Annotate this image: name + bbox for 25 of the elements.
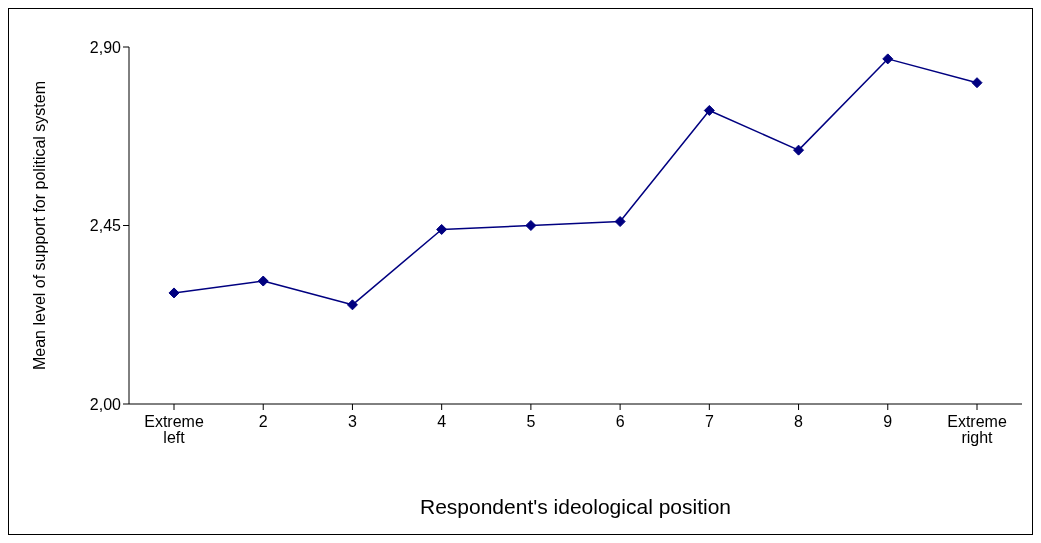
y-tick-label: 2,00 — [89, 395, 122, 413]
x-tick-label: 8 — [794, 413, 804, 431]
x-tick-label: Extreme left — [144, 413, 204, 447]
point — [793, 144, 805, 156]
y-tick-label: 2,45 — [89, 217, 122, 235]
x-tick-label: 9 — [883, 413, 893, 431]
y-tick-label: 2,90 — [89, 38, 122, 56]
x-tick-label: 4 — [437, 413, 447, 431]
point — [168, 287, 180, 299]
point — [525, 220, 537, 231]
point — [971, 77, 983, 89]
point — [882, 53, 894, 65]
x-tick-label: Extreme right — [947, 413, 1007, 447]
y-axis-title: Mean level of support for political system — [30, 80, 48, 371]
x-tick-label: 3 — [347, 413, 357, 431]
x-tick-label: 7 — [704, 413, 714, 431]
x-axis-title: Respondent's ideological position — [419, 495, 732, 518]
point — [257, 275, 269, 287]
point — [703, 104, 715, 116]
x-tick-label: 2 — [258, 413, 268, 431]
point — [346, 299, 358, 311]
x-tick-label: 5 — [526, 413, 536, 431]
x-tick-label: 6 — [615, 413, 625, 431]
point — [614, 216, 626, 228]
point — [436, 223, 448, 235]
